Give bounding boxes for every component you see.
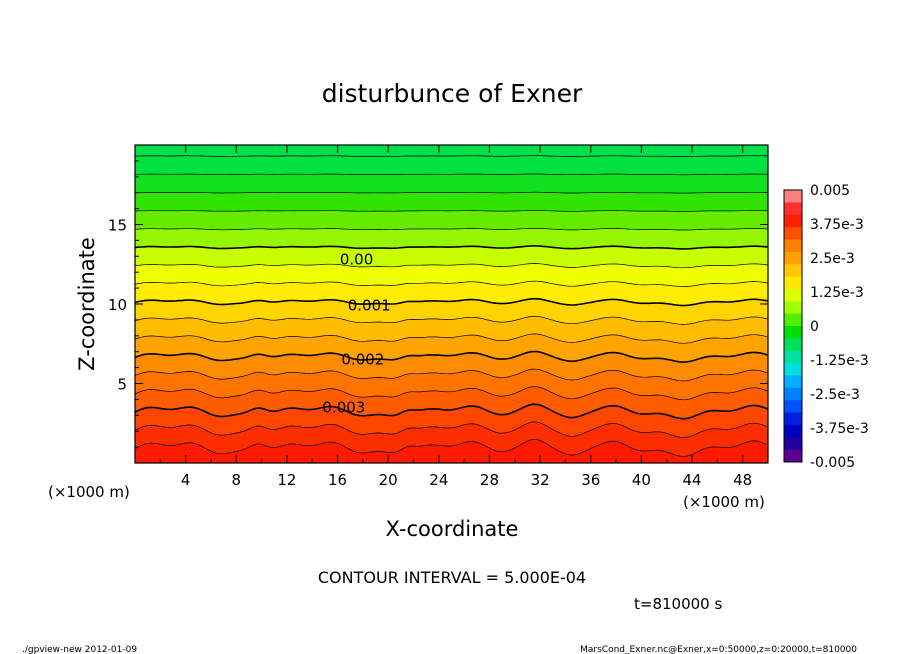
colorbar-tick-label: -1.25e-3 — [810, 353, 869, 369]
time-text: t=810000 s — [634, 595, 722, 613]
footer-right: MarsCond_Exner.nc@Exner,x=0:50000,z=0:20… — [580, 645, 857, 654]
contour-label: 0.00 — [340, 250, 373, 268]
contour-line — [135, 386, 768, 401]
contour-line — [135, 315, 768, 325]
x-unit-right: (×1000 m) — [683, 493, 765, 511]
contour-line — [135, 173, 768, 176]
y-tick-label: 5 — [117, 376, 127, 394]
colorbar-swatch — [784, 251, 802, 265]
colorbar-swatch — [784, 375, 802, 389]
colorbar-tick-label: -3.75e-3 — [810, 421, 869, 437]
contour-line — [135, 191, 768, 194]
x-axis-ticks: 4 8 12 16 20 24 28 32 36 40 44 48 — [159, 145, 752, 489]
contour-line — [135, 297, 768, 307]
colorbar-swatch — [784, 437, 802, 451]
contour-label: 0.002 — [341, 351, 384, 369]
colorbar-swatch — [784, 264, 802, 278]
contour-line — [135, 227, 768, 231]
colorbar-swatch — [784, 239, 802, 253]
colorbar-swatch — [784, 301, 802, 315]
contour-line — [135, 333, 768, 344]
colorbar-swatch — [784, 326, 802, 339]
x-axis-label: X-coordinate — [386, 517, 519, 541]
contour-line — [135, 421, 768, 438]
x-tick-label: 4 — [181, 471, 191, 489]
y-tick-label: 15 — [108, 217, 127, 235]
contour-line — [135, 403, 768, 420]
colorbar-swatch — [784, 190, 802, 203]
colorbar — [783, 189, 803, 463]
contour-label: 0.001 — [348, 297, 391, 315]
y-axis-label: Z-coordinate — [75, 237, 99, 371]
contour-line — [135, 155, 768, 157]
x-tick-label: 36 — [581, 471, 600, 489]
x-tick-label: 40 — [632, 471, 651, 489]
x-tick-label: 16 — [328, 471, 347, 489]
colorbar-swatch — [784, 387, 802, 401]
colorbar-swatch — [784, 350, 802, 364]
contour-fill-bands — [135, 145, 768, 463]
contour-band — [135, 145, 768, 157]
colorbar-swatch — [784, 276, 802, 290]
contour-line — [135, 280, 768, 287]
x-tick-label: 28 — [480, 471, 499, 489]
contour-labels: 0.00 0.001 0.002 0.003 — [322, 250, 390, 416]
footer-left: ./gpview-new 2012-01-09 — [22, 645, 137, 654]
x-tick-label: 32 — [531, 471, 550, 489]
x-tick-label: 20 — [379, 471, 398, 489]
y-axis-ticks: 5 10 15 — [108, 160, 768, 448]
colorbar-frame — [783, 189, 803, 463]
colorbar-swatch — [784, 288, 802, 302]
contour-label: 0.003 — [322, 398, 365, 416]
contour-line — [135, 245, 768, 250]
y-tick-label: 10 — [108, 296, 127, 314]
x-tick-label: 12 — [277, 471, 296, 489]
colorbar-swatch — [784, 424, 802, 438]
colorbar-swatch — [784, 313, 802, 327]
colorbar-tick-label: 1.25e-3 — [810, 285, 864, 301]
contour-line — [135, 263, 768, 269]
colorbar-swatch — [784, 449, 802, 463]
colorbar-tick-label: 2.5e-3 — [810, 251, 855, 267]
colorbar-tick-label: 0 — [810, 319, 819, 335]
x-unit-left: (×1000 m) — [48, 483, 130, 501]
colorbar-swatch — [784, 227, 802, 240]
colorbar-tick-label: -2.5e-3 — [810, 387, 860, 403]
contour-line — [135, 350, 768, 363]
x-tick-label: 24 — [429, 471, 448, 489]
contour-line — [135, 210, 768, 212]
contour-line — [135, 368, 768, 382]
colorbar-swatch — [784, 202, 802, 216]
colorbar-tick-labels: 0.005 3.75e-3 2.5e-3 1.25e-3 0 -1.25e-3 -2.5e-… — [810, 183, 869, 471]
colorbar-tick-label: 3.75e-3 — [810, 217, 864, 233]
x-tick-label: 8 — [232, 471, 242, 489]
colorbar-swatch — [784, 363, 802, 376]
contour-lines — [135, 155, 768, 457]
contour-line — [135, 439, 768, 457]
colorbar-tick-label: 0.005 — [810, 183, 850, 199]
x-tick-label: 44 — [682, 471, 701, 489]
colorbar-swatch — [784, 412, 802, 426]
colorbar-swatch — [784, 338, 802, 352]
contour-interval-text: CONTOUR INTERVAL = 5.000E-04 — [318, 568, 586, 587]
colorbar-swatch — [784, 214, 802, 228]
colorbar-tick-label: -0.005 — [810, 455, 855, 471]
chart-title: disturbunce of Exner — [322, 79, 583, 108]
colorbar-swatch — [784, 400, 802, 414]
x-tick-label: 48 — [733, 471, 752, 489]
